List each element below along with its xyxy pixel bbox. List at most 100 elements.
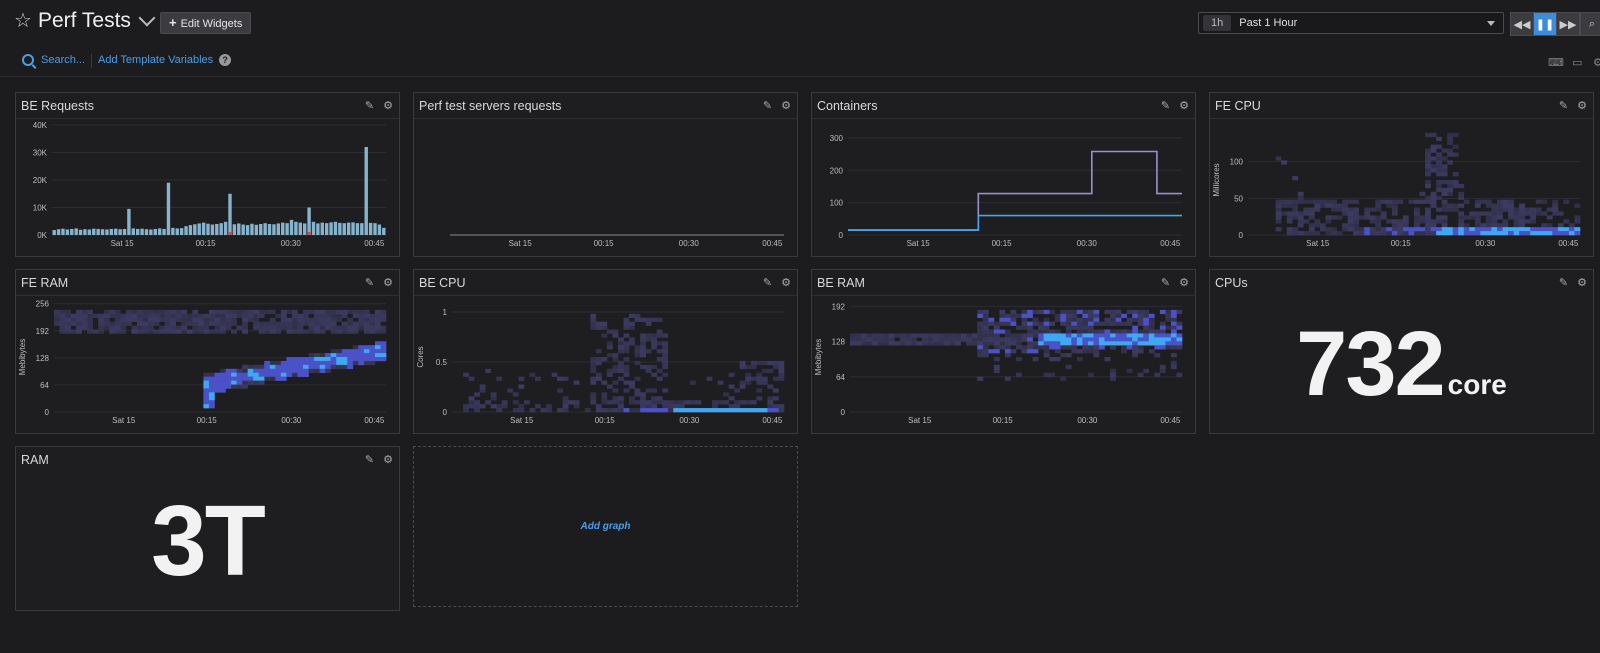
heatmap-cell [1165,309,1172,315]
heatmap-cell [291,325,298,330]
heatmap-cell [220,313,226,319]
heatmap-cell [1115,309,1122,315]
bar [303,223,307,235]
gear-icon[interactable]: ⚙ [1577,100,1587,112]
add-template-variables-link[interactable]: Add Template Variables ? [98,54,232,66]
heatmap-cell [330,321,337,326]
search-link[interactable]: Search... [22,54,85,66]
pencil-icon[interactable]: ✎ [1160,277,1171,289]
heatmap-cell [656,349,663,354]
heatmap-cell [297,364,304,370]
heatmap-cell [888,333,895,338]
heatmap-cell [1060,337,1067,342]
widget-ram[interactable]: RAM ✎ ⚙ 3T [15,446,400,611]
heatmap-cell [286,360,293,366]
pencil-icon[interactable]: ✎ [1160,100,1171,112]
widget-be-requests[interactable]: BE Requests ✎ ⚙ Sat 15 00:15 00:30 00:45 0K 10… [15,92,400,257]
add-graph-placeholder[interactable]: Add graph [413,446,798,607]
heatmap-cell [286,329,293,334]
heatmap-cell [1425,231,1431,236]
heatmap-cell [855,337,862,342]
widget-containers[interactable]: Containers ✎ ⚙ Sat 15 00:15 00:30 00:45 0 100 2… [811,92,1196,257]
heatmap-cell [745,372,752,377]
heatmap-cell [1275,227,1282,232]
heatmap-cell [214,321,221,326]
gear-icon[interactable]: ⚙ [383,454,393,466]
gear-icon[interactable]: ⚙ [1593,57,1600,69]
heatmap-cell [1110,368,1116,374]
heatmap-cell [689,408,696,413]
gear-icon[interactable]: ⚙ [1179,277,1189,289]
gear-icon[interactable]: ⚙ [383,277,393,289]
heatmap-cell [1132,341,1139,346]
gear-icon[interactable]: ⚙ [781,277,791,289]
heatmap-cell [330,360,337,366]
heatmap-cell [1087,309,1094,315]
heatmap-cell [1546,215,1553,220]
heatmap-cell [1170,353,1177,358]
edit-widgets-button[interactable]: + Edit Widgets [160,12,252,34]
heatmap-cell [1491,223,1498,228]
heatmap-cell [1447,203,1454,208]
heatmap-cell [745,380,752,385]
heatmap-cell [662,388,669,393]
heatmap-cell [723,400,729,405]
widget-be-ram[interactable]: BE RAM ✎ ⚙ Sat 15 00:15 00:30 00:45 0 64 128 192… [811,269,1196,434]
heatmap-cell [1043,333,1050,338]
heatmap-cell [1148,317,1155,322]
forward-button[interactable]: ▶▶ [1556,12,1580,36]
heatmap-cell [280,360,287,366]
gear-icon[interactable]: ⚙ [1179,100,1189,112]
heatmap-cell [1126,341,1133,346]
bar [250,223,254,235]
pencil-icon[interactable]: ✎ [762,100,773,112]
pause-button[interactable]: ❚❚ [1533,12,1557,36]
time-range-select[interactable]: 1h Past 1 Hour [1198,12,1504,34]
widget-perf-test-servers-requests[interactable]: Perf test servers requests ✎ ⚙ Sat 15 00:1… [413,92,798,257]
gear-icon[interactable]: ⚙ [1577,277,1587,289]
pencil-icon[interactable]: ✎ [364,454,375,466]
pencil-icon[interactable]: ✎ [1558,277,1569,289]
help-icon[interactable]: ? [219,54,232,66]
pencil-icon[interactable]: ✎ [364,277,375,289]
heatmap-cell [352,357,359,362]
heatmap-cell [1391,231,1398,236]
heatmap-cell [325,317,331,322]
widget-cpus[interactable]: CPUs ✎ ⚙ 732 core [1209,269,1594,434]
heatmap-cell [1519,227,1525,232]
rewind-button[interactable]: ◀◀ [1510,12,1534,36]
pencil-icon[interactable]: ✎ [1558,100,1569,112]
keyboard-icon[interactable]: ⌨ [1548,57,1564,69]
widget-fe-ram[interactable]: FE RAM ✎ ⚙ Sat 15 00:15 00:30 00:45 0 64 128 192… [15,269,400,434]
gear-icon[interactable]: ⚙ [383,100,393,112]
heatmap-cell [236,325,243,330]
heatmap-cell [358,309,365,315]
heatmap-cell [131,317,138,322]
heatmap-cell [1485,223,1492,228]
monitor-icon[interactable]: ▭ [1572,57,1583,69]
heatmap-cell [1452,132,1459,138]
heatmap-cell [712,400,718,405]
bar [149,229,153,235]
pencil-icon[interactable]: ✎ [762,277,773,289]
gear-icon[interactable]: ⚙ [781,100,791,112]
star-icon[interactable]: ☆ [14,10,32,32]
zoom-button[interactable]: ⌕ [1580,12,1600,36]
heatmap-cell [689,380,696,385]
widget-fe-cpu[interactable]: FE CPU ✎ ⚙ Sat 15 00:15 00:30 00:45 0 50 100 Mil… [1209,92,1594,257]
heatmap-cell [125,313,132,319]
heatmap-cell [92,313,99,319]
heatmap-cell [490,392,497,397]
chevron-down-icon[interactable] [138,9,156,26]
widget-be-cpu[interactable]: BE CPU ✎ ⚙ Sat 15 00:15 00:30 00:45 0 0.5 1 Core… [413,269,798,434]
heatmap-cell [1541,211,1548,216]
heatmap-cell [745,364,752,370]
bar [56,229,61,235]
heatmap-cell [1126,329,1133,334]
heatmap-cell [1099,341,1105,346]
y-tick-label: 0K [37,231,47,240]
pencil-icon[interactable]: ✎ [364,100,375,112]
heatmap-cell [977,329,984,334]
heatmap-cell [1458,231,1465,236]
heatmap-cell [319,357,326,362]
